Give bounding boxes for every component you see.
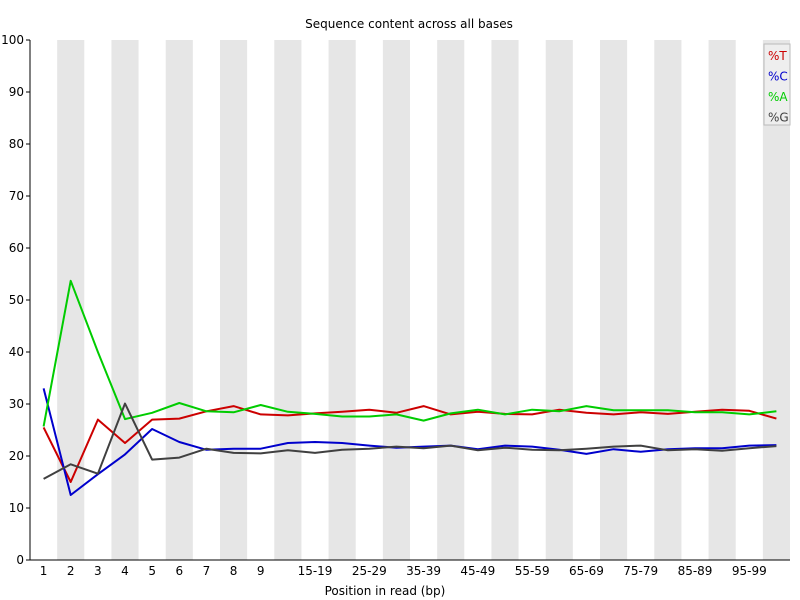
y-axis-ticks: 0 10 20 30 40 50 60 70 80 90 100 bbox=[1, 33, 30, 567]
x-tick-label: 55-59 bbox=[515, 564, 550, 578]
band bbox=[762, 40, 790, 560]
x-tick-label: 1 bbox=[40, 564, 48, 578]
series-line-a bbox=[42, 279, 777, 427]
y-tick-label: 80 bbox=[9, 137, 24, 151]
series-line-g bbox=[43, 402, 777, 480]
y-tick-label: 60 bbox=[9, 241, 24, 255]
band bbox=[437, 40, 465, 560]
x-tick-label: 25-29 bbox=[352, 564, 387, 578]
x-tick-label: 6 bbox=[175, 564, 183, 578]
x-tick-label: 95-99 bbox=[732, 564, 767, 578]
band bbox=[382, 40, 410, 560]
band bbox=[328, 40, 356, 560]
y-tick-label: 70 bbox=[9, 189, 24, 203]
y-tick-label: 30 bbox=[9, 397, 24, 411]
band bbox=[111, 40, 139, 560]
y-tick-label: 0 bbox=[16, 553, 24, 567]
y-tick-label: 90 bbox=[9, 85, 24, 99]
x-tick-label: 2 bbox=[67, 564, 75, 578]
x-tick-label: 45-49 bbox=[460, 564, 495, 578]
x-tick-label: 7 bbox=[203, 564, 211, 578]
legend-item-t: %T bbox=[768, 49, 787, 63]
y-tick-label: 10 bbox=[9, 501, 24, 515]
band bbox=[491, 40, 519, 560]
x-tick-label: 9 bbox=[257, 564, 265, 578]
band bbox=[165, 40, 193, 560]
x-tick-label: 3 bbox=[94, 564, 102, 578]
chart-title: Sequence content across all bases bbox=[305, 17, 513, 31]
y-tick-label: 20 bbox=[9, 449, 24, 463]
band bbox=[654, 40, 682, 560]
chart-legend: %T %C %A %G bbox=[763, 43, 791, 126]
x-tick-label: 8 bbox=[230, 564, 238, 578]
band bbox=[600, 40, 628, 560]
legend-item-c: %C bbox=[768, 70, 788, 84]
y-tick-label: 100 bbox=[1, 33, 24, 47]
band bbox=[708, 40, 736, 560]
legend-box bbox=[763, 43, 791, 126]
series-lines bbox=[42, 279, 777, 496]
x-tick-label: 35-39 bbox=[406, 564, 441, 578]
series-line-t bbox=[42, 405, 777, 483]
y-tick-label: 50 bbox=[9, 293, 24, 307]
x-axis-label: Position in read (bp) bbox=[325, 584, 446, 598]
legend-item-a: %A bbox=[768, 90, 788, 104]
x-tick-label: 85-89 bbox=[678, 564, 713, 578]
band bbox=[57, 40, 85, 560]
y-tick-label: 40 bbox=[9, 345, 24, 359]
x-tick-label: 65-69 bbox=[569, 564, 604, 578]
background-bands bbox=[57, 40, 790, 560]
x-tick-label: 15-19 bbox=[298, 564, 333, 578]
x-axis-ticks: 1 2 3 4 5 6 7 8 9 15-19 25-29 35-39 45-49 55-59 65-69 7… bbox=[40, 564, 767, 578]
x-tick-label: 75-79 bbox=[623, 564, 658, 578]
band bbox=[220, 40, 248, 560]
band bbox=[274, 40, 302, 560]
x-tick-label: 5 bbox=[148, 564, 156, 578]
x-tick-label: 4 bbox=[121, 564, 129, 578]
band bbox=[545, 40, 573, 560]
legend-item-g: %G bbox=[768, 111, 789, 125]
